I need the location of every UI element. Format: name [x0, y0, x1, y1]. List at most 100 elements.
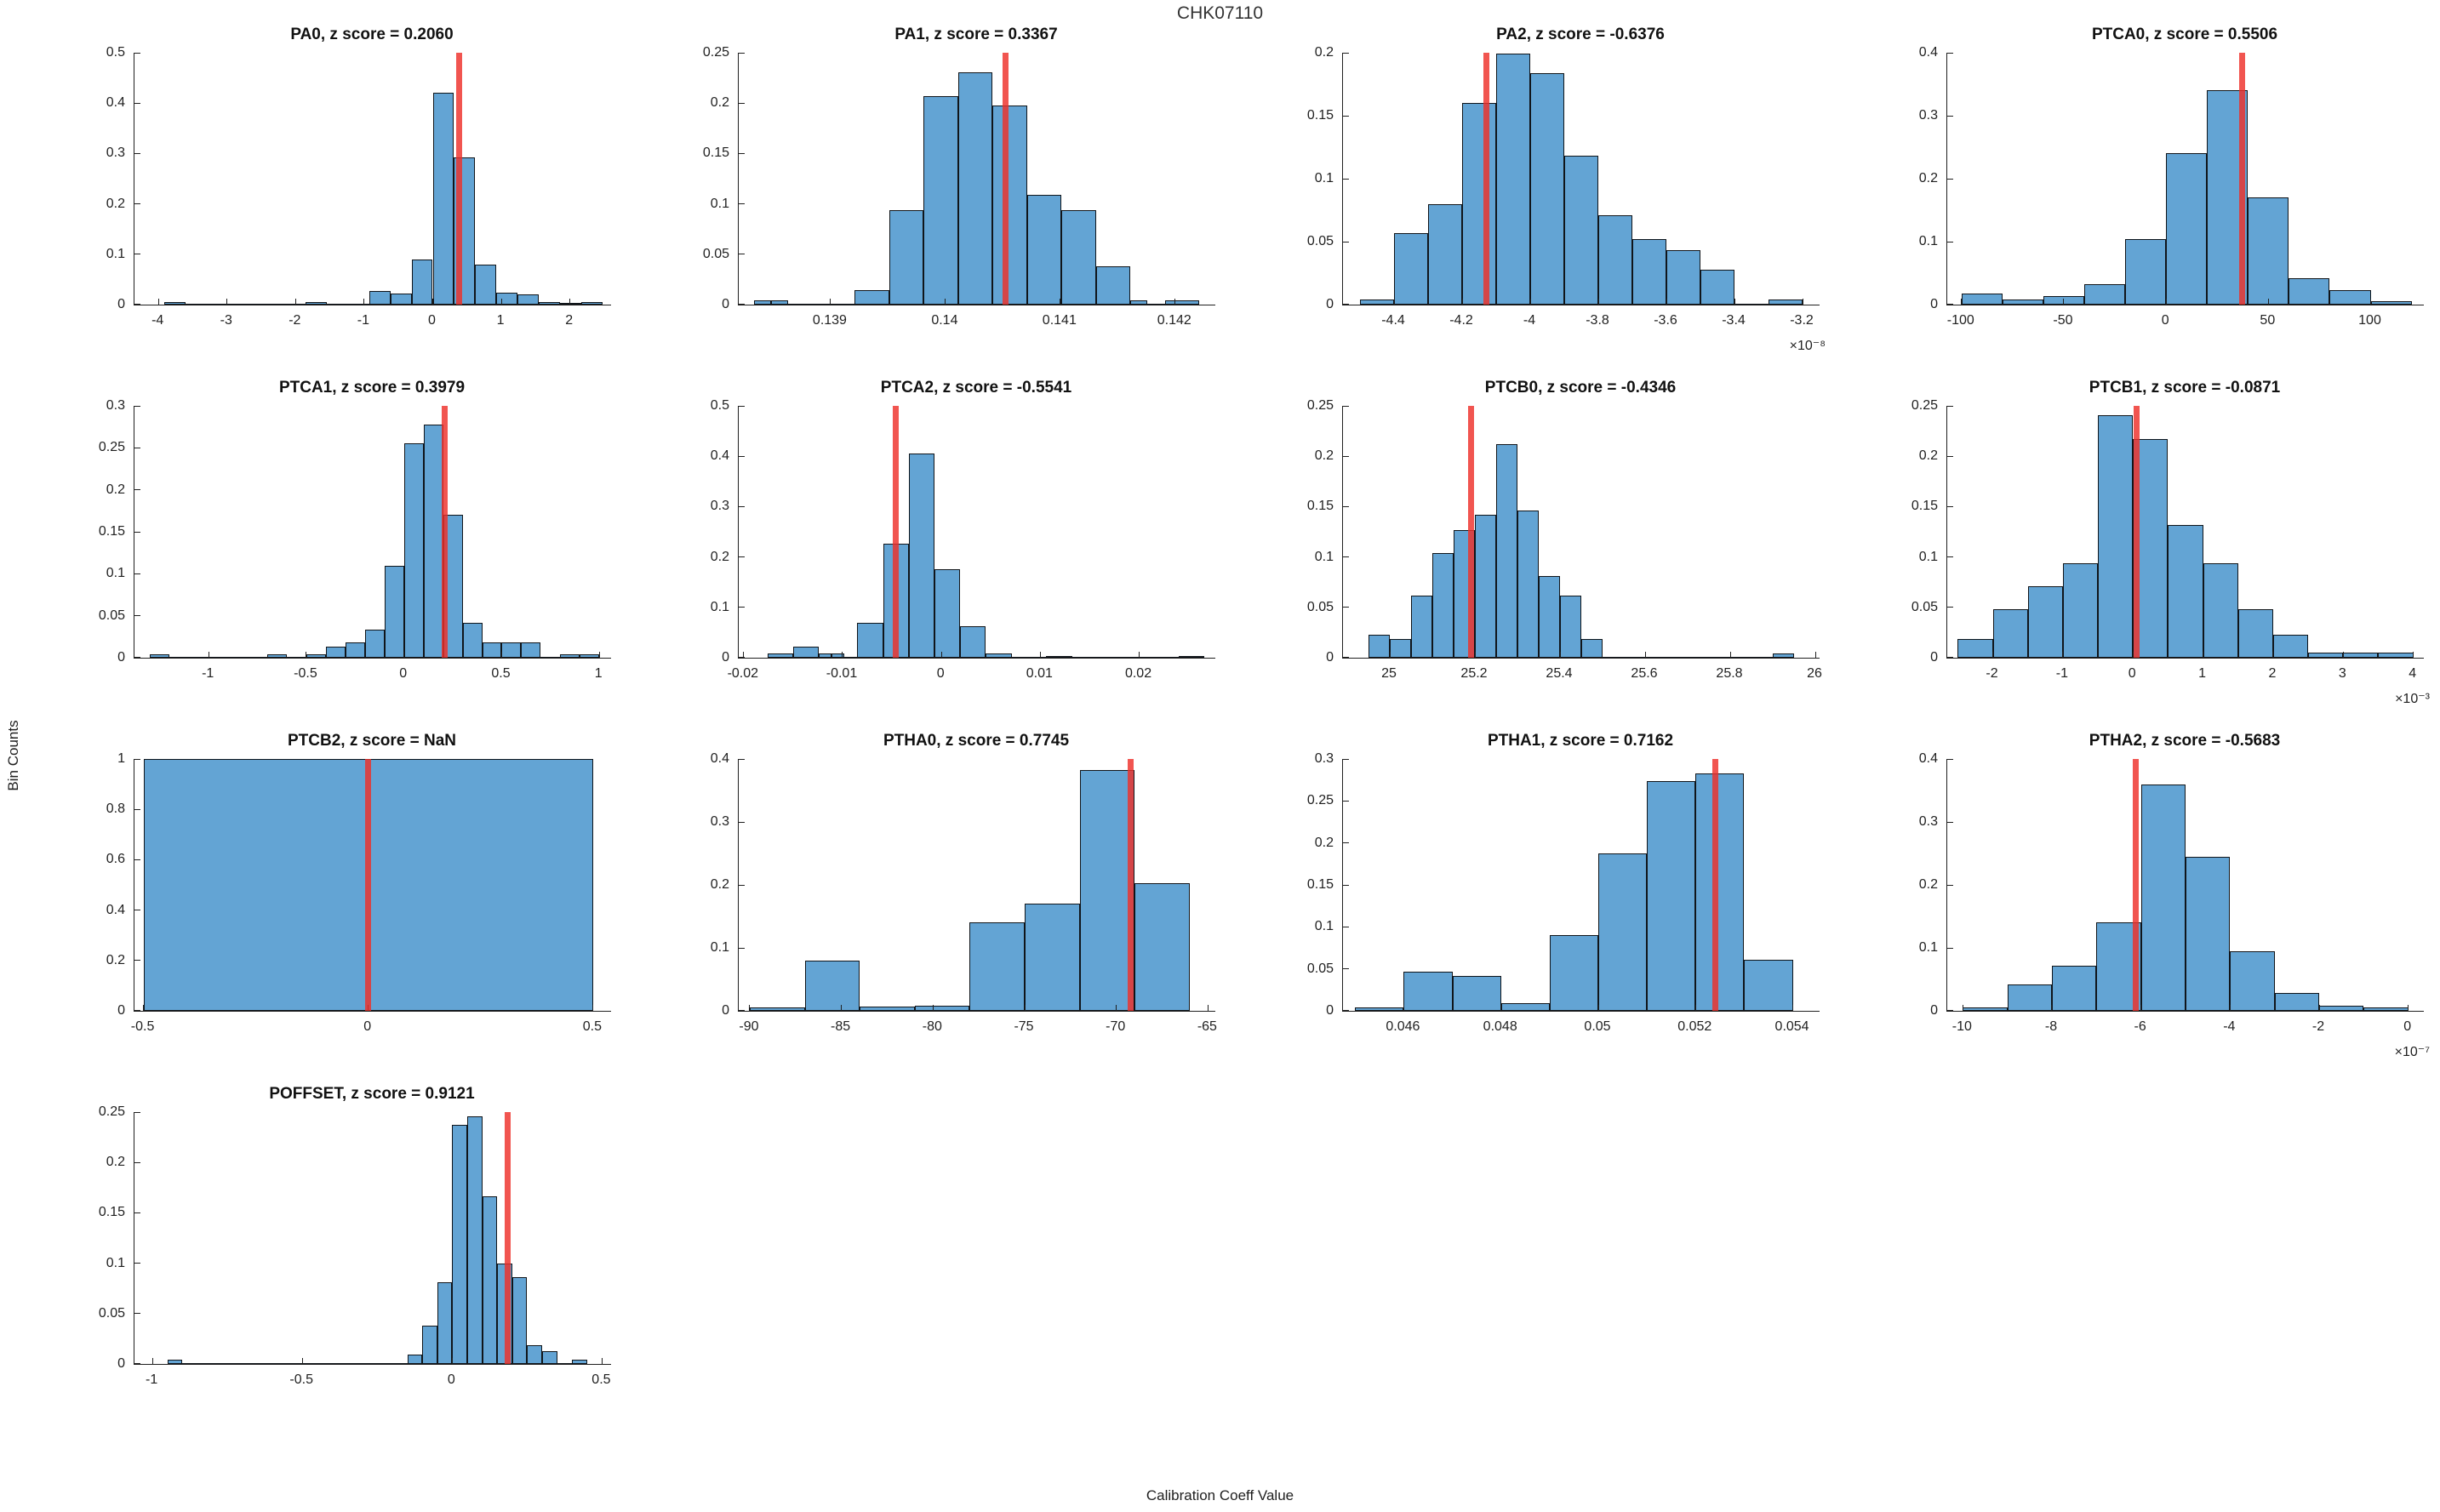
x-tick-label: -3.2: [1790, 313, 1814, 328]
x-tick-label: 1: [594, 666, 603, 681]
y-tick-mark: [739, 455, 745, 457]
x-tick-mark: [569, 299, 571, 305]
histogram-bar: [2062, 562, 2099, 658]
histogram-bar: [1134, 882, 1190, 1011]
reference-line: [2238, 53, 2245, 305]
y-tick-label: 0.25: [98, 440, 125, 455]
y-tick-label: 0.15: [1306, 499, 1334, 514]
histogram-bar: [1390, 638, 1411, 658]
x-tick-label: -1: [2055, 666, 2068, 681]
y-tick-mark: [739, 304, 745, 305]
y-tick-mark: [1343, 800, 1349, 802]
histogram-bar: [1025, 904, 1080, 1011]
x-tick-mark: [830, 299, 831, 305]
y-tick-label: 0.1: [1918, 234, 1938, 248]
histogram-bar: [770, 300, 789, 305]
x-tick-label: -4: [1523, 313, 1536, 328]
subplot-PTCB1: PTCB1, z score = -0.0871 0 0.05 0.1 0.15 0.2 0…: [1911, 379, 2430, 706]
x-tick-mark: [2267, 299, 2269, 305]
histogram-bar: [1961, 293, 2003, 305]
y-tick-mark: [134, 573, 140, 574]
y-tick-mark: [134, 1263, 140, 1264]
x-tick-mark: [1729, 652, 1731, 658]
histogram-bar: [957, 71, 993, 305]
histogram-bar: [1079, 769, 1135, 1011]
histogram-bar: [345, 642, 365, 658]
histogram-bar: [1411, 595, 1432, 658]
histogram-bar: [1517, 511, 1539, 658]
reference-line: [2132, 759, 2139, 1011]
histogram-bar: [1666, 250, 1700, 305]
histogram-bar: [1700, 269, 1734, 305]
y-tick-mark: [134, 531, 140, 533]
histogram-bar: [1095, 266, 1131, 305]
y-tick-label: 0.05: [1306, 961, 1334, 976]
histogram-bar: [2370, 301, 2412, 305]
y-tick-mark: [739, 505, 745, 507]
x-tick-mark: [2229, 1005, 2231, 1011]
y-tick-label: 0.3: [1918, 814, 1938, 829]
histogram-bar: [1046, 655, 1072, 658]
x-tick-label: 0: [936, 666, 945, 681]
histogram-bar: [581, 302, 603, 305]
y-tick-mark: [739, 607, 745, 608]
y-tick-label: 0.1: [106, 566, 125, 581]
y-tick-label: 0.2: [106, 482, 125, 497]
histogram-bar: [1428, 203, 1462, 305]
x-tick-mark: [2272, 652, 2274, 658]
x-tick-label: -0.5: [294, 666, 317, 681]
y-tick-mark: [134, 1161, 140, 1163]
subplot-PTHA2: PTHA2, z score = -0.5683 0 0.1 0.2 0.3 0.4 -10…: [1919, 732, 2430, 1059]
x-tick-label: 0.141: [1042, 313, 1077, 328]
subplot-PTCA1: PTCA1, z score = 0.3979 0 0.05 0.1 0.15 0.2 0.…: [99, 379, 611, 681]
x-tick-mark: [945, 299, 946, 305]
figure-title: CHK07110: [1176, 3, 1264, 23]
histogram-bar: [572, 1360, 587, 1364]
y-tick-mark: [1947, 178, 1953, 180]
x-tick-label: 3: [2338, 666, 2346, 681]
plot-area: [738, 759, 1215, 1012]
x-tick-mark: [1992, 652, 1994, 658]
x-tick-label: -85: [831, 1019, 851, 1034]
y-tick-mark: [739, 759, 745, 760]
x-tick-mark: [157, 299, 159, 305]
y-tick-label: 0.15: [98, 524, 125, 539]
y-tick-label: 0.4: [1918, 45, 1938, 60]
y-tick-label: 0: [1326, 1003, 1334, 1018]
x-tick-label: -65: [1197, 1019, 1217, 1034]
x-tick-mark: [226, 299, 228, 305]
y-tick-mark: [134, 1010, 140, 1011]
y-tick-mark: [1947, 1010, 1953, 1011]
y-tick-label: 0.3: [710, 814, 729, 829]
histogram-bar: [1355, 1007, 1404, 1011]
x-tick-mark: [1597, 299, 1599, 305]
reference-line: [2133, 406, 2140, 658]
y-tick-label: 0.1: [710, 196, 729, 211]
histogram-bar: [2272, 634, 2309, 658]
histogram-bar: [934, 569, 961, 658]
y-tick-mark: [134, 657, 140, 658]
histogram-bar: [482, 642, 502, 658]
histogram-bar: [1564, 156, 1598, 305]
histogram-bar: [1452, 975, 1501, 1011]
x-axis-exponent: ×10⁻⁸: [1789, 339, 1826, 353]
histogram-bar: [2343, 653, 2379, 658]
histogram-bar: [1581, 638, 1603, 658]
histogram-baseline: [767, 657, 1205, 658]
subplot-PTCB0: PTCB0, z score = -0.4346 0 0.05 0.1 0.15 0.2 0…: [1307, 379, 1822, 681]
histogram-bar: [580, 654, 600, 658]
histogram-baseline: [167, 1363, 587, 1364]
histogram-bar: [475, 264, 497, 305]
y-tick-label: 0: [1326, 650, 1334, 665]
x-tick-mark: [1644, 652, 1646, 658]
y-tick-label: 0.2: [1918, 877, 1938, 892]
histogram-bar: [804, 960, 860, 1011]
histogram-bar: [422, 1326, 437, 1364]
x-tick-mark: [2370, 299, 2371, 305]
y-tick-label: 0.2: [1314, 448, 1334, 464]
histogram-bar: [2007, 984, 2052, 1011]
histogram-bar: [1744, 959, 1793, 1011]
histogram-bar: [432, 93, 454, 305]
x-tick-label: -50: [2053, 313, 2073, 328]
x-tick-label: -90: [739, 1019, 759, 1034]
